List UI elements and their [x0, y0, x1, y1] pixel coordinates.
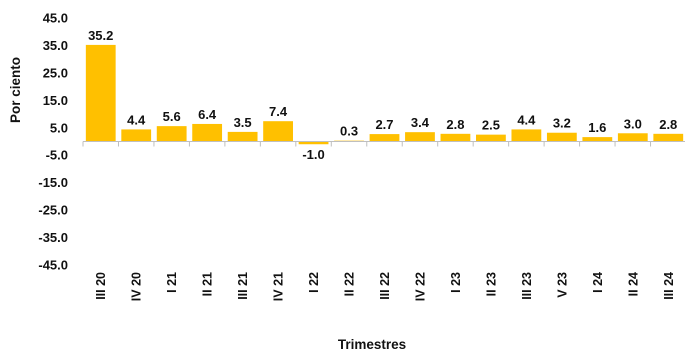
x-category-label: III 20: [94, 272, 108, 300]
bar: [617, 133, 648, 142]
x-category-label: IV 20: [130, 272, 144, 301]
data-label: 7.4: [269, 104, 288, 119]
data-label: 4.4: [127, 112, 146, 127]
x-axis-ticks: [82, 141, 652, 147]
x-category-label: III 24: [662, 272, 676, 300]
bar: [263, 121, 293, 142]
bar: [369, 134, 400, 142]
x-axis-title: Trimestres: [338, 337, 406, 352]
bar: [511, 129, 542, 142]
x-category-label: II 24: [626, 272, 640, 296]
y-tick-label: -15.0: [38, 175, 68, 190]
y-tick-label: -35.0: [38, 230, 68, 245]
x-category-label: I 23: [449, 272, 463, 293]
data-label: 2.5: [482, 118, 500, 133]
bar: [85, 44, 116, 142]
x-category-label: IV 22: [413, 272, 427, 301]
x-axis-category-labels: III 20 IV 20 I 21 II 21 III 21 IV 21 I 22 II 22…: [94, 272, 676, 301]
x-category-label: III 21: [236, 272, 250, 300]
x-category-label: II 23: [484, 272, 498, 296]
y-tick-label: -45.0: [38, 258, 68, 273]
x-category-label: II 22: [343, 272, 357, 296]
x-category-label: I 24: [591, 272, 605, 293]
y-axis-title: Por ciento: [8, 57, 23, 123]
data-label: 1.6: [588, 120, 606, 135]
bar: [546, 132, 577, 142]
y-axis-ticks: 45.0 35.0 25.0 15.0 5.0 -5.0 -15.0 -25.0 -35.0 -4…: [38, 11, 68, 273]
bar: [192, 123, 223, 142]
x-category-label: III 22: [378, 272, 392, 300]
x-category-label: III 23: [520, 272, 534, 300]
data-label: 2.7: [375, 117, 393, 132]
x-category-label: V 23: [555, 272, 569, 298]
data-label: 0.3: [340, 124, 358, 139]
x-category-label: II 21: [201, 272, 215, 296]
bars: [85, 44, 684, 145]
y-tick-label: -25.0: [38, 203, 68, 218]
bar: [582, 137, 613, 142]
data-label: 3.5: [234, 115, 252, 130]
bar: [227, 131, 258, 142]
bar: [405, 132, 435, 142]
y-tick-label: 25.0: [43, 65, 68, 80]
data-label: -1.0: [302, 147, 324, 162]
data-label: 5.6: [163, 109, 181, 124]
data-label: 3.0: [624, 116, 642, 131]
bar: [653, 133, 684, 142]
x-category-label: I 22: [307, 272, 321, 293]
y-tick-label: 45.0: [43, 11, 68, 26]
x-category-label: I 21: [165, 272, 179, 293]
data-labels: 35.2 4.4 5.6 6.4 3.5 7.4 -1.0 0.3 2.7 3.4 2.8 2.5 4.…: [88, 28, 677, 162]
bar: [476, 134, 506, 142]
data-label: 2.8: [659, 117, 677, 132]
y-tick-label: -5.0: [46, 148, 68, 163]
bar: [440, 133, 471, 142]
y-tick-label: 35.0: [43, 38, 68, 53]
data-label: 3.2: [553, 116, 571, 131]
bar: [156, 126, 187, 142]
bar: [121, 129, 152, 142]
y-tick-label: 15.0: [43, 93, 68, 108]
data-label: 4.4: [517, 112, 536, 127]
data-label: 6.4: [198, 107, 217, 122]
data-label: 2.8: [446, 117, 464, 132]
data-label: 35.2: [88, 28, 113, 43]
y-tick-label: 5.0: [50, 120, 68, 135]
x-category-label: IV 21: [272, 272, 286, 301]
data-label: 3.4: [411, 115, 430, 130]
bar: [298, 141, 329, 145]
